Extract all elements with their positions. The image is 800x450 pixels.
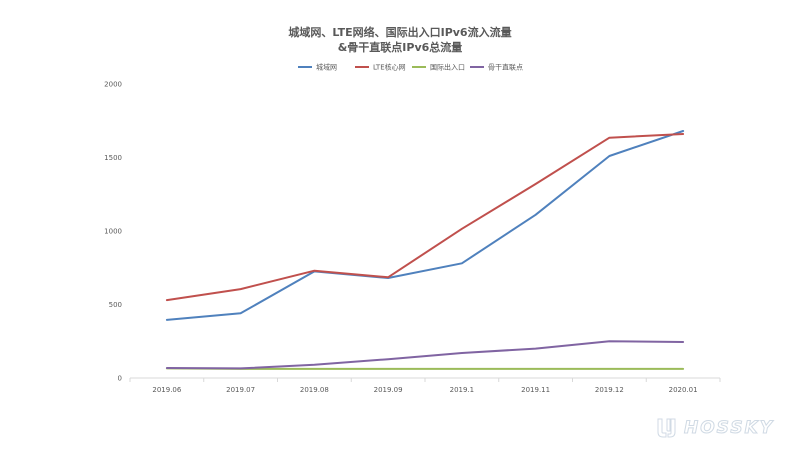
chart-title-line: &骨干直联点IPv6总流量 bbox=[338, 40, 463, 54]
x-tick-label: 2019.11 bbox=[521, 386, 550, 394]
x-tick-label: 2019.08 bbox=[300, 386, 329, 394]
legend-label: 骨干直联点 bbox=[488, 63, 523, 72]
x-tick-label: 2019.09 bbox=[374, 386, 403, 394]
watermark: HOSSKY bbox=[654, 414, 794, 442]
legend-label: 国际出入口 bbox=[430, 63, 465, 72]
x-tick-label: 2019.06 bbox=[152, 386, 181, 394]
series-line-1 bbox=[165, 130, 685, 321]
x-tick-label: 2020.01 bbox=[669, 386, 698, 394]
y-tick-label: 1500 bbox=[104, 154, 122, 162]
chart-legend: 城域网 LTE核心网 国际出入口 骨干直联点 bbox=[298, 63, 523, 72]
y-tick-label: 2000 bbox=[104, 81, 122, 89]
series-line-2 bbox=[165, 133, 685, 302]
series-line-3 bbox=[165, 367, 685, 370]
chart-axes: 0 500 1000 1500 2000 2019.06 2019.07 2019.08 201… bbox=[104, 81, 721, 394]
y-tick-label: 1000 bbox=[104, 228, 122, 236]
x-tick-label: 2019.07 bbox=[226, 386, 255, 394]
series-line-4 bbox=[165, 340, 685, 370]
watermark-text: HOSSKY bbox=[683, 418, 775, 439]
chart-title-line: 城域网、LTE网络、国际出入口IPv6流入流量 bbox=[288, 25, 511, 39]
chart-series bbox=[165, 130, 685, 370]
brand-logo-icon bbox=[657, 418, 676, 438]
x-tick-label: 2019.12 bbox=[595, 386, 624, 394]
chart-title: 城域网、LTE网络、国际出入口IPv6流入流量&骨干直联点IPv6总流量 bbox=[288, 25, 511, 54]
legend-label: 城域网 bbox=[316, 63, 337, 72]
y-tick-label: 500 bbox=[109, 301, 122, 309]
x-tick-label: 2019.1 bbox=[450, 386, 475, 394]
legend-label: LTE核心网 bbox=[373, 63, 406, 72]
y-tick-label: 0 bbox=[118, 375, 122, 383]
